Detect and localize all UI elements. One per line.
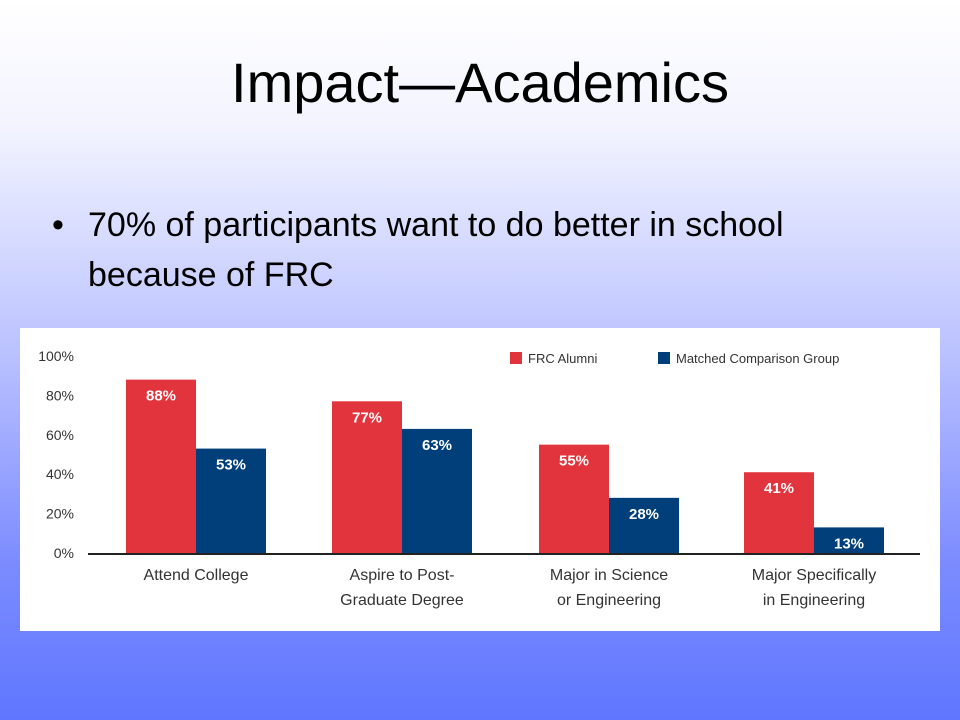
y-tick-label: 80% xyxy=(46,387,74,403)
y-tick-label: 100% xyxy=(38,348,74,364)
legend-swatch xyxy=(658,352,670,364)
bar-value-label: 53% xyxy=(216,457,246,474)
bullet-text: 70% of participants want to do better in… xyxy=(88,206,784,294)
y-tick-label: 0% xyxy=(54,545,74,561)
bar-frc-alumni xyxy=(126,379,196,553)
bar-value-label: 88% xyxy=(146,388,176,405)
category-label: in Engineering xyxy=(763,592,865,609)
category-label: Aspire to Post- xyxy=(350,567,455,584)
y-tick-label: 40% xyxy=(46,466,74,482)
category-label: Major Specifically xyxy=(752,567,876,584)
bar-frc-alumni xyxy=(332,401,402,553)
slide-title: Impact—Academics xyxy=(231,51,729,114)
bar-comparison-group xyxy=(402,428,472,553)
chart-panel: 0% 20% 40% 60% 80% 100% 88% 77% 55% 41% 53% 63% 28% 1… xyxy=(20,328,940,631)
bar-value-label: 13% xyxy=(834,535,864,552)
bar-value-label: 41% xyxy=(764,480,794,497)
category-label: Attend College xyxy=(144,567,249,584)
bar-comparison-group xyxy=(196,448,266,553)
bar-value-label: 55% xyxy=(559,453,589,470)
category-label: or Engineering xyxy=(557,592,661,609)
bar-value-label: 63% xyxy=(422,437,452,454)
bar-comparison-group xyxy=(609,497,679,553)
bar-frc-alumni xyxy=(744,472,814,553)
bar-value-label: 28% xyxy=(629,506,659,523)
y-tick-label: 20% xyxy=(46,506,74,522)
bar-value-label: 77% xyxy=(352,409,382,426)
legend-label: Matched Comparison Group xyxy=(676,351,839,366)
legend-label: FRC Alumni xyxy=(528,351,597,366)
bullet-item: • 70% of participants want to do better … xyxy=(52,200,892,300)
bar-frc-alumni xyxy=(539,444,609,553)
bar-comparison-group xyxy=(814,527,884,553)
bullet-marker: • xyxy=(52,206,64,244)
bar-chart: 0% 20% 40% 60% 80% 100% 88% 77% 55% 41% 53% 63% 28% 1… xyxy=(38,348,920,609)
category-label: Major in Science xyxy=(550,567,668,584)
category-label: Graduate Degree xyxy=(340,592,464,609)
y-tick-label: 60% xyxy=(46,427,74,443)
legend-swatch xyxy=(510,352,522,364)
